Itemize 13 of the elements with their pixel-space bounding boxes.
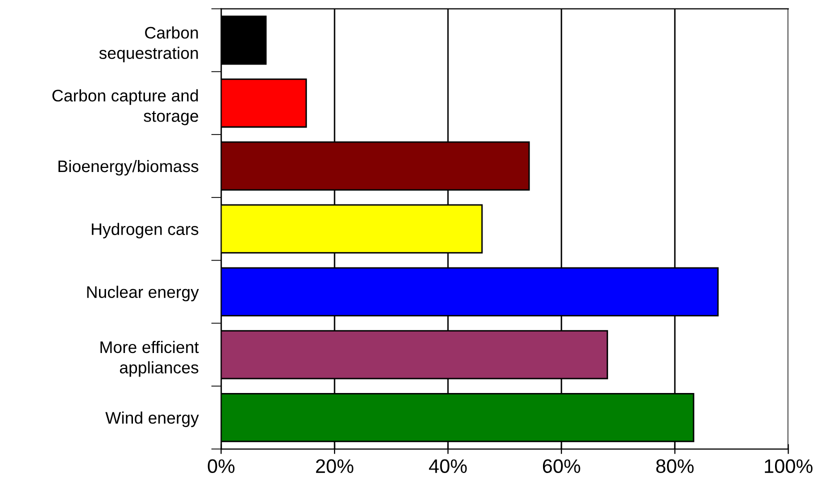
x-tick-label: 100% [764,459,812,474]
x-tick-label: 40% [428,459,467,474]
y-tick-label: Nuclear energy [87,286,199,302]
x-tick-label: 60% [542,459,580,474]
x-tick-label: 0% [208,459,234,474]
y-tick-label: Bioenergy/biomass [58,160,198,176]
y-tick-label: Carbon capture and storage [52,89,198,126]
x-tick-label: 20% [316,459,354,474]
y-tick-label: Wind energy [105,412,199,428]
y-tick-label: Carbon sequestration [99,26,198,62]
y-tick-label: More efficient appliances [100,340,199,377]
y-tick-label: Hydrogen cars [92,222,198,238]
x-tick-label: 80% [656,459,694,474]
